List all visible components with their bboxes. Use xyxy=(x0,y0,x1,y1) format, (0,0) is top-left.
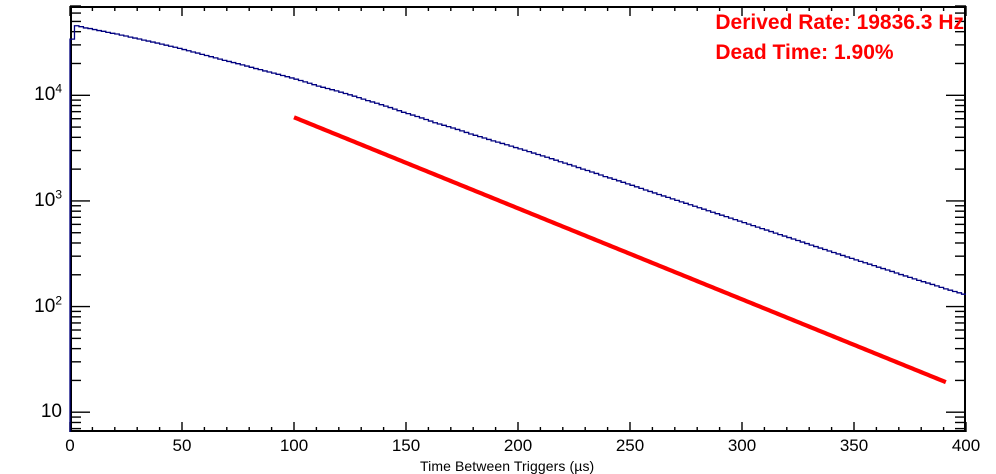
plot-frame xyxy=(70,6,966,432)
x-tick-label: 100 xyxy=(279,436,309,455)
x-tick-label: 350 xyxy=(839,436,869,455)
y-tick-label: 102 xyxy=(34,293,62,317)
x-tick-label: 400 xyxy=(951,436,981,455)
fit-result-annotations: Derived Rate: 19836.3 Hz Dead Time: 1.90… xyxy=(715,8,964,68)
x-tick-label: 300 xyxy=(727,436,757,455)
x-tick-label: 0 xyxy=(65,436,75,455)
dead-time-label: Dead Time: 1.90% xyxy=(715,41,894,64)
x-tick-label: 50 xyxy=(172,436,192,455)
fit-line xyxy=(293,115,947,385)
x-tick-label: 200 xyxy=(503,436,533,455)
derived-rate-label: Derived Rate: 19836.3 Hz xyxy=(715,11,964,34)
histogram-series xyxy=(69,25,966,432)
y-tick-label: 104 xyxy=(34,81,62,106)
y-tick-label: 10 xyxy=(40,401,62,423)
axis-ticks xyxy=(69,5,967,432)
x-tick-label: 250 xyxy=(615,436,645,455)
x-tick-label: 150 xyxy=(391,436,421,455)
y-tick-label: 103 xyxy=(34,187,62,211)
x-axis-title: Time Between Triggers (µs) xyxy=(420,458,595,474)
